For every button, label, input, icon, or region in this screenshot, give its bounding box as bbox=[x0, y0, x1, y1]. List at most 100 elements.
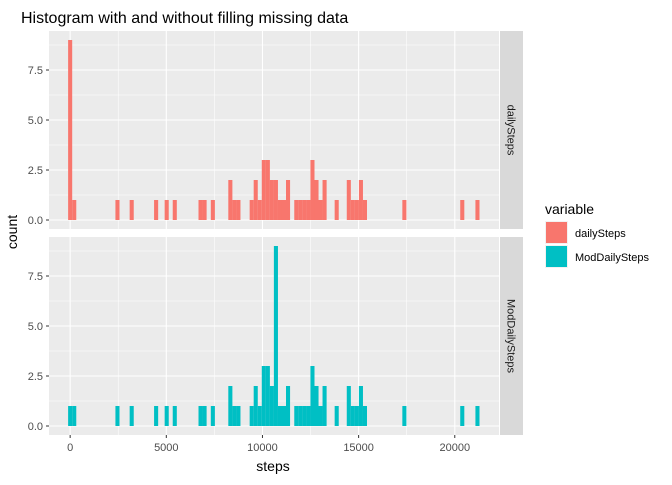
histogram-bar bbox=[265, 160, 270, 220]
histogram-bar bbox=[198, 200, 203, 220]
histogram-bar bbox=[261, 160, 266, 220]
facet-panels: 0.0 2.5 5.0 7.5 dailySteps 0.0 2.5 5.0 7.5 ModDai… bbox=[28, 31, 523, 454]
histogram-bar bbox=[358, 180, 363, 220]
x-tick-label: 10000 bbox=[247, 442, 278, 454]
histogram-bar bbox=[302, 406, 307, 426]
histogram-bar bbox=[202, 200, 207, 220]
histogram-bar bbox=[358, 386, 363, 426]
histogram-bar bbox=[302, 200, 307, 220]
histogram-bar bbox=[277, 200, 282, 220]
legend-swatch bbox=[546, 246, 567, 267]
histogram-bar bbox=[294, 200, 299, 220]
x-axis-label: steps bbox=[256, 458, 289, 474]
histogram-bar bbox=[228, 180, 233, 220]
histogram-bar bbox=[298, 200, 303, 220]
facet-panel-dailySteps: 0.0 2.5 5.0 7.5 dailySteps bbox=[28, 31, 523, 229]
histogram-bar bbox=[257, 406, 262, 426]
histogram-bar bbox=[232, 200, 237, 220]
histogram-bar bbox=[269, 180, 274, 220]
histogram-bar bbox=[277, 406, 282, 426]
legend-swatch bbox=[546, 222, 567, 243]
histogram-bar bbox=[273, 246, 278, 426]
histogram-bar bbox=[72, 200, 77, 220]
histogram-bar bbox=[460, 406, 465, 426]
histogram-bar bbox=[273, 180, 278, 220]
histogram-bar bbox=[154, 406, 159, 426]
histogram-bar bbox=[236, 406, 241, 426]
histogram-bar bbox=[475, 200, 480, 220]
histogram-bar bbox=[318, 406, 323, 426]
y-tick-label: 2.5 bbox=[28, 371, 43, 383]
histogram-bar bbox=[322, 386, 327, 426]
histogram-bar bbox=[322, 180, 327, 220]
histogram-bar bbox=[164, 200, 169, 220]
histogram-bar bbox=[306, 200, 311, 220]
histogram-bar bbox=[232, 406, 237, 426]
histogram-bar bbox=[294, 406, 299, 426]
histogram-bar bbox=[354, 406, 359, 426]
histogram-bar bbox=[350, 200, 355, 220]
histogram-bar bbox=[253, 386, 258, 426]
histogram-bar bbox=[129, 200, 134, 220]
histogram-bar bbox=[172, 200, 177, 220]
y-tick-label: 7.5 bbox=[28, 65, 43, 77]
histogram-bar bbox=[228, 386, 233, 426]
histogram-bar bbox=[236, 200, 241, 220]
histogram-bar bbox=[286, 180, 291, 220]
histogram-bar bbox=[460, 200, 465, 220]
histogram-bar bbox=[249, 200, 254, 220]
histogram-bar bbox=[314, 180, 319, 220]
histogram-bar bbox=[253, 180, 258, 220]
chart-title: Histogram with and without filling missi… bbox=[21, 10, 348, 27]
histogram-bar bbox=[261, 366, 266, 426]
histogram-bar bbox=[362, 406, 367, 426]
histogram-bar bbox=[475, 406, 480, 426]
legend: variable dailySteps ModDailySteps bbox=[545, 201, 649, 268]
histogram-bar bbox=[318, 200, 323, 220]
y-tick-label: 5.0 bbox=[28, 115, 43, 127]
facet-strip-label: ModDailySteps bbox=[505, 299, 517, 373]
legend-item: dailySteps bbox=[545, 221, 626, 244]
x-axis: 0 5000 10000 15000 20000 bbox=[67, 435, 470, 454]
histogram-bar bbox=[346, 386, 351, 426]
histogram-bar bbox=[269, 386, 274, 426]
histogram-bar bbox=[72, 406, 77, 426]
histogram-bar bbox=[164, 406, 169, 426]
histogram-bar bbox=[281, 406, 287, 426]
histogram-bar bbox=[350, 406, 355, 426]
histogram-bar bbox=[286, 386, 291, 426]
legend-item: ModDailySteps bbox=[545, 245, 649, 268]
histogram-bar bbox=[129, 406, 134, 426]
histogram-bar bbox=[281, 200, 287, 220]
histogram-bar bbox=[198, 406, 203, 426]
histogram-bar bbox=[298, 406, 303, 426]
x-tick-label: 5000 bbox=[154, 442, 178, 454]
histogram-bar bbox=[310, 160, 315, 220]
facet-strip bbox=[500, 237, 523, 435]
y-tick-label: 5.0 bbox=[28, 321, 43, 333]
histogram-bar bbox=[346, 180, 351, 220]
y-tick-label: 0.0 bbox=[28, 215, 43, 227]
legend-label: dailySteps bbox=[575, 228, 626, 240]
histogram-bar bbox=[310, 366, 315, 426]
y-tick-label: 7.5 bbox=[28, 271, 43, 283]
x-tick-label: 15000 bbox=[343, 442, 374, 454]
histogram-bar bbox=[314, 386, 319, 426]
histogram-bar bbox=[249, 406, 254, 426]
y-tick-label: 2.5 bbox=[28, 165, 43, 177]
y-axis-label: count bbox=[4, 215, 20, 249]
histogram-bar bbox=[362, 200, 367, 220]
y-tick-label: 0.0 bbox=[28, 421, 43, 433]
histogram-bar bbox=[257, 200, 262, 220]
legend-items: dailySteps ModDailySteps bbox=[545, 221, 649, 268]
histogram-bar bbox=[172, 406, 177, 426]
histogram-bar bbox=[402, 200, 407, 220]
histogram-bar bbox=[68, 40, 73, 220]
histogram-bar bbox=[334, 200, 339, 220]
histogram-bar bbox=[210, 200, 215, 220]
histogram-bar bbox=[210, 406, 215, 426]
facet-panel-ModDailySteps: 0.0 2.5 5.0 7.5 ModDailySteps bbox=[28, 237, 523, 435]
x-tick-label: 20000 bbox=[439, 442, 470, 454]
legend-title: variable bbox=[545, 201, 594, 217]
histogram-bar bbox=[402, 406, 407, 426]
